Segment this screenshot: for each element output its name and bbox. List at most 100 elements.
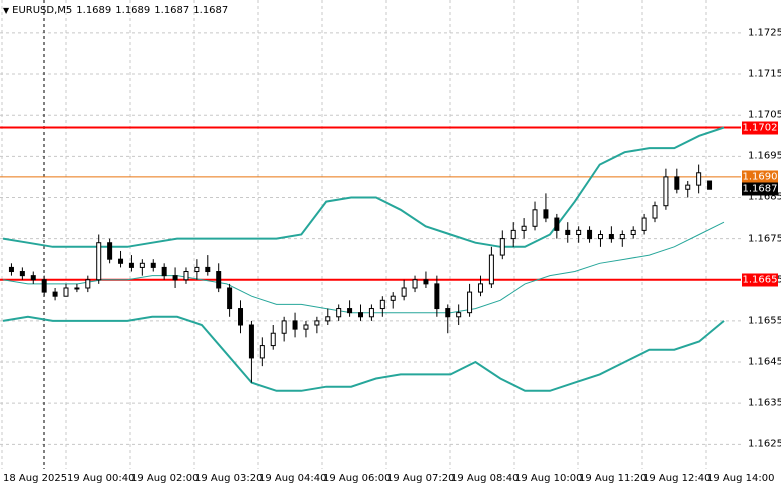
candle-body <box>445 308 451 318</box>
high-value: 1.1689 <box>115 4 151 16</box>
candle-body <box>488 254 494 285</box>
candle-body <box>139 262 145 268</box>
candle-body <box>238 308 244 326</box>
candle-body <box>674 176 680 190</box>
candle-body <box>314 320 320 326</box>
price-tick-label: 1.1645 <box>748 356 781 368</box>
candle-body <box>423 279 429 285</box>
candle-body <box>150 262 156 268</box>
candle-body <box>597 234 603 240</box>
chart-header: ▼ EURUSD,M5 1.1689 1.1689 1.1687 1.1687 <box>3 3 228 17</box>
time-tick-label: 19 Aug 00:40 <box>67 473 135 484</box>
price-chart[interactable] <box>0 0 741 469</box>
candle-body <box>652 205 658 219</box>
time-tick-label: 19 Aug 03:20 <box>195 473 263 484</box>
candle-body <box>641 217 647 231</box>
candle-body <box>576 229 582 236</box>
candle-body <box>390 295 396 301</box>
candle-body <box>118 258 124 264</box>
candle-body <box>248 324 254 359</box>
candle-body <box>554 217 560 231</box>
candle-body <box>619 234 625 240</box>
candle-body <box>663 176 669 207</box>
bollinger-lower-line <box>2 315 725 392</box>
candle-body <box>30 275 36 281</box>
candle-body <box>216 271 222 289</box>
lower-level-tag: 1.1665 <box>742 273 778 287</box>
candle-body <box>630 229 636 236</box>
time-axis[interactable]: 18 Aug 2025 19 Aug 00:40 19 Aug 02:00 19 Au… <box>0 469 774 489</box>
open-value: 1.1689 <box>76 4 112 16</box>
price-tick-label: 1.1695 <box>748 150 781 162</box>
candle-body <box>707 180 713 190</box>
close-value: 1.1687 <box>193 4 229 16</box>
candle-body <box>259 345 265 359</box>
time-tick-label: 19 Aug 14:00 <box>707 473 775 484</box>
candle-body <box>608 234 614 240</box>
upper-level-tag: 1.1702 <box>742 121 778 135</box>
candle-body <box>227 287 233 310</box>
price-tick-label: 1.1725 <box>748 27 781 39</box>
candle-body <box>499 238 505 256</box>
candle-body <box>85 279 91 289</box>
candle-body <box>281 320 287 334</box>
candle-body <box>52 291 58 297</box>
candle-body <box>467 291 473 314</box>
candle-body <box>347 308 353 314</box>
candle-body <box>587 229 593 240</box>
candle-body <box>303 324 309 330</box>
candle-body <box>477 283 483 293</box>
candle-body <box>8 266 14 273</box>
candle-body <box>521 225 527 231</box>
candle-body <box>456 312 462 318</box>
candle-body <box>685 184 691 190</box>
price-tick-label: 1.1715 <box>748 68 781 80</box>
candle-body <box>336 308 342 318</box>
candle-body <box>96 242 102 281</box>
candle-body <box>696 172 702 186</box>
candle-body <box>565 229 571 236</box>
candle-body <box>379 299 385 310</box>
candle-body <box>172 275 178 281</box>
price-tick-label: 1.1625 <box>748 438 781 450</box>
current-price-tag: 1.1687 <box>742 182 778 196</box>
time-tick-label: 19 Aug 12:40 <box>643 473 711 484</box>
price-tick-label: 1.1675 <box>748 233 781 245</box>
candle-body <box>325 316 331 322</box>
price-axis[interactable]: 1.1725 1.1715 1.1705 1.1695 1.1685 1.1675 1.16… <box>741 0 781 469</box>
price-tick-label: 1.1635 <box>748 397 781 409</box>
candle-body <box>510 229 516 240</box>
triangle-down-icon[interactable]: ▼ <box>3 5 10 15</box>
candle-body <box>205 266 211 273</box>
symbol-label: EURUSD,M5 <box>12 4 73 16</box>
low-value: 1.1687 <box>154 4 190 16</box>
candle-body <box>194 266 200 273</box>
candle-body <box>183 271 189 281</box>
price-tick-label: 1.1705 <box>748 109 781 121</box>
candle-body <box>270 332 276 347</box>
candle-body <box>434 283 440 310</box>
candle-body <box>358 312 363 318</box>
candle-body <box>292 320 298 330</box>
candle-body <box>128 262 134 268</box>
candle-body <box>41 279 47 293</box>
time-tick-label: 19 Aug 04:40 <box>259 473 327 484</box>
mid-level-tag: 1.1690 <box>742 170 778 184</box>
candle-body <box>412 279 418 289</box>
time-tick-label: 19 Aug 08:40 <box>451 473 519 484</box>
candle-body <box>368 308 374 318</box>
time-tick-label: 19 Aug 02:00 <box>131 473 199 484</box>
time-tick-label: 19 Aug 07:20 <box>387 473 455 484</box>
price-tick-label: 1.1685 <box>748 191 781 203</box>
candle-body <box>161 266 167 277</box>
candle-body <box>532 209 538 227</box>
time-tick-label: 19 Aug 10:00 <box>515 473 583 484</box>
price-tick-label: 1.1655 <box>748 315 781 327</box>
time-tick-label: 19 Aug 06:00 <box>323 473 391 484</box>
candle-body <box>63 287 69 297</box>
bollinger-middle-line <box>2 221 725 314</box>
bollinger-upper-line <box>2 126 725 248</box>
candle-body <box>401 287 407 297</box>
candle-body <box>107 242 113 260</box>
